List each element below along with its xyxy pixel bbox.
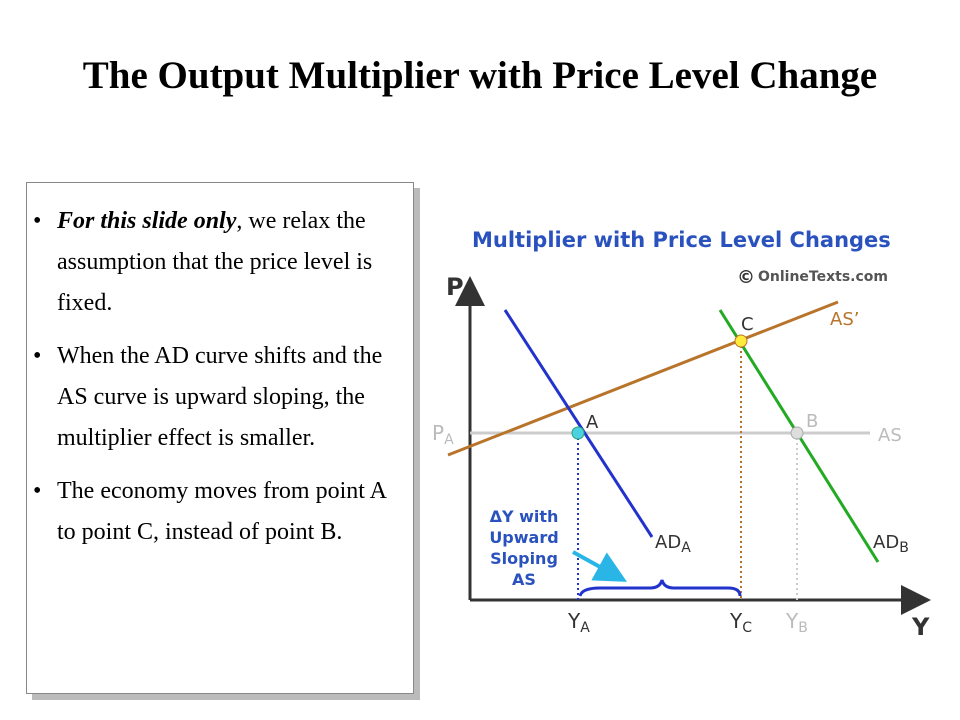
note-line: AS	[512, 570, 536, 589]
bullet-text: The economy moves from point A to point …	[57, 478, 386, 545]
point-a	[571, 426, 585, 440]
brace	[578, 579, 742, 597]
ad-a-label: ADA	[655, 532, 691, 556]
label-sub: B	[899, 540, 909, 556]
label-main: AD	[655, 532, 681, 553]
label-main: Y	[567, 609, 581, 633]
bullet-text: When the AD curve shifts and the AS curv…	[57, 343, 383, 451]
text-box: For this slide only, we relax the assump…	[26, 182, 414, 694]
y-axis-label: P	[446, 273, 464, 301]
label-sub: A	[580, 620, 590, 636]
label-sub: B	[798, 620, 808, 636]
pa-label: PA	[432, 421, 454, 448]
label-main: P	[432, 421, 444, 445]
bullet-text: , we relax the assumption that the price…	[57, 208, 373, 316]
x-axis-label: Y	[911, 613, 930, 641]
bullet: For this slide only, we relax the assump…	[33, 201, 402, 324]
slide-title: The Output Multiplier with Price Level C…	[82, 54, 878, 97]
note-line: ΔY with	[490, 507, 559, 526]
note-arrow	[572, 550, 628, 582]
note-line: Sloping	[490, 549, 558, 568]
note-line: Upward	[489, 528, 558, 547]
point-b	[790, 426, 804, 440]
label-main: Y	[785, 609, 799, 633]
point-a-label: A	[586, 412, 599, 433]
point-b-label: B	[806, 411, 818, 432]
as-label: AS	[878, 425, 902, 446]
yc-label: YC	[729, 609, 752, 636]
label-main: AD	[873, 532, 899, 553]
label-sub: A	[444, 432, 454, 448]
copyright: ©	[737, 267, 755, 288]
emphasis: For this slide only	[57, 208, 237, 234]
point-c	[734, 334, 748, 348]
point-c-label: C	[741, 314, 754, 335]
label-sub: A	[681, 540, 691, 556]
bullet: The economy moves from point A to point …	[33, 471, 402, 553]
label-main: Y	[729, 609, 743, 633]
ad-a-curve	[503, 309, 654, 538]
source: OnlineTexts.com	[758, 269, 888, 285]
ya-label: YA	[567, 609, 590, 636]
as-prime-label: AS’	[830, 309, 859, 330]
ad-b-label: ADB	[873, 532, 909, 556]
yb-label: YB	[785, 609, 808, 636]
bullet-list: For this slide only, we relax the assump…	[27, 183, 413, 553]
as-prime-curve	[447, 300, 839, 457]
bullet: When the AD curve shifts and the AS curv…	[33, 336, 402, 459]
diagram-title: Multiplier with Price Level Changes	[472, 228, 891, 252]
label-sub: C	[742, 620, 752, 636]
